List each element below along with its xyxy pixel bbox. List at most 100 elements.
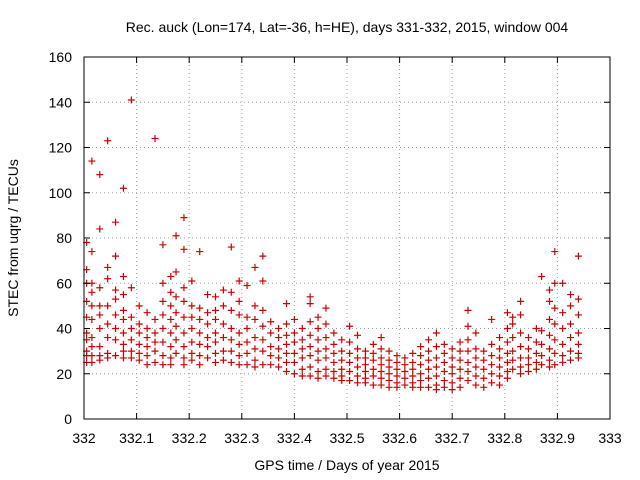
data-point [401,361,409,369]
data-point [96,171,104,179]
x-tick-label: 332.5 [329,430,364,446]
data-point [212,329,219,337]
data-point [354,345,362,353]
data-point [425,383,433,391]
data-point [180,343,188,351]
data-point [559,279,567,287]
data-point [88,248,96,256]
x-tick-label: 332.4 [277,430,312,446]
data-point [119,347,127,355]
data-point [546,363,554,371]
data-point [488,370,496,378]
data-point [464,367,472,375]
data-point [259,322,267,330]
data-point [567,356,575,364]
x-tick-label: 332.2 [172,430,207,446]
data-point [135,320,143,328]
data-point [112,286,120,294]
data-point [88,343,96,351]
data-point [480,374,488,382]
data-point [212,293,219,301]
data-point [243,338,251,346]
data-point [127,325,135,332]
data-point [96,325,104,332]
data-point [112,252,120,260]
data-point [517,311,525,319]
data-point [227,347,235,355]
data-point [88,288,96,296]
data-point [167,288,175,296]
data-point [456,383,464,391]
data-point [112,325,120,332]
data-point [196,340,204,348]
data-point [509,313,517,321]
data-point [432,386,440,394]
data-point [119,272,127,280]
data-point [503,358,511,366]
data-point [330,358,338,366]
data-point [503,349,511,357]
data-point [314,336,322,344]
data-point [119,329,127,337]
data-point [377,361,385,369]
chart-title: Rec. auck (Lon=174, Lat=-36, h=HE), days… [126,19,569,35]
data-point [180,361,188,369]
data-point [532,338,540,346]
data-point [159,352,167,360]
data-point [401,374,409,382]
data-point [212,358,219,366]
data-point [417,383,425,391]
data-point [180,354,188,362]
data-point [377,345,385,353]
data-point [488,352,496,360]
data-point [267,352,275,360]
data-point [143,343,151,351]
data-point [135,356,143,364]
data-point [235,311,243,319]
data-point [314,367,322,375]
data-point [298,345,306,353]
data-point [488,340,496,348]
data-point [517,329,525,337]
data-point [509,356,517,364]
data-point [538,361,546,369]
data-point [243,349,251,357]
data-point [432,354,440,362]
data-point [96,225,104,233]
data-point [361,354,369,362]
data-point [538,272,546,280]
data-point [306,318,314,326]
data-point [188,277,196,285]
data-point [574,295,582,303]
data-point [401,381,409,389]
data-point [496,363,504,371]
y-tick-label: 20 [56,366,72,382]
data-point [401,367,409,375]
data-point [290,370,298,378]
data-point [243,313,251,321]
data-point [298,325,306,332]
data-point [464,336,472,344]
data-point [496,354,504,362]
data-point [251,302,259,310]
data-point [112,352,120,360]
data-point [354,363,362,371]
data-point [401,354,409,362]
data-point [127,354,135,362]
data-point [180,284,188,292]
data-point [143,352,151,360]
data-point [290,358,298,366]
data-point [283,367,291,375]
data-point [283,320,291,328]
data-point [104,137,112,145]
data-point [143,325,151,332]
data-point [112,311,120,319]
y-tick-label: 60 [56,275,72,291]
data-point [298,365,306,373]
data-points [83,96,582,394]
data-point [432,329,440,337]
data-point [227,325,235,332]
data-point [306,331,314,339]
data-point [151,358,159,366]
data-point [196,248,204,256]
